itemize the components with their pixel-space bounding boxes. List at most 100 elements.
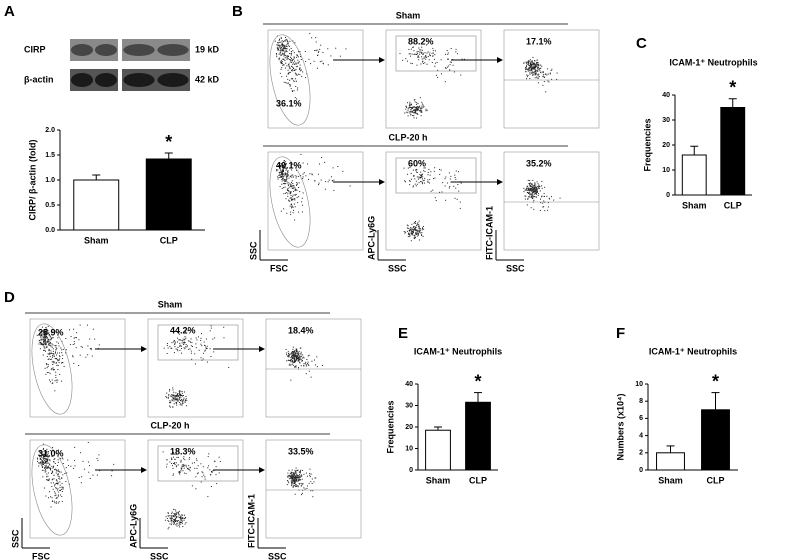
event-dot	[527, 198, 529, 200]
event-dot	[290, 52, 292, 54]
event-dot	[307, 361, 309, 363]
event-dot	[524, 195, 526, 197]
event-dot	[46, 451, 48, 453]
event-dot	[424, 177, 426, 179]
event-dot	[175, 399, 177, 401]
event-dot	[534, 190, 536, 192]
event-dot	[179, 394, 181, 396]
event-dot	[280, 210, 282, 212]
event-dot	[536, 76, 538, 78]
event-dot	[45, 344, 47, 346]
event-dot	[280, 61, 282, 63]
event-dot	[277, 162, 279, 164]
event-dot	[297, 485, 299, 487]
event-dot	[534, 187, 536, 189]
event-dot	[298, 357, 300, 359]
event-dot	[179, 470, 181, 472]
event-dot	[42, 476, 44, 478]
event-dot	[50, 369, 52, 371]
event-dot	[298, 358, 300, 360]
event-dot	[299, 478, 301, 480]
event-dot	[412, 111, 414, 113]
event-dot	[297, 61, 299, 63]
event-dot	[290, 47, 292, 49]
event-dot	[172, 474, 174, 476]
event-dot	[289, 197, 291, 199]
event-dot	[308, 364, 310, 366]
event-dot	[176, 399, 178, 401]
event-dot	[65, 467, 67, 469]
event-dot	[291, 474, 293, 476]
event-dot	[532, 67, 534, 69]
event-dot	[421, 49, 423, 51]
event-dot	[295, 486, 297, 488]
event-dot	[195, 488, 197, 490]
event-dot	[450, 181, 452, 183]
x-axis-label: SSC	[506, 263, 525, 273]
event-dot	[176, 465, 178, 467]
event-dot	[170, 520, 172, 522]
event-dot	[535, 69, 537, 71]
y-tick-label: 2	[639, 450, 643, 457]
event-dot	[55, 472, 57, 474]
event-dot	[44, 461, 46, 463]
event-dot	[172, 515, 174, 517]
event-dot	[44, 452, 46, 454]
event-dot	[181, 404, 183, 406]
gate-percent: 88.2%	[408, 36, 434, 46]
event-dot	[415, 232, 417, 234]
event-dot	[405, 231, 407, 233]
event-dot	[530, 66, 532, 68]
event-dot	[194, 462, 196, 464]
event-dot	[286, 212, 288, 214]
event-dot	[46, 466, 48, 468]
event-dot	[196, 467, 198, 469]
band-size: 42 kD	[195, 74, 220, 84]
event-dot	[294, 480, 296, 482]
event-dot	[49, 460, 51, 462]
event-dot	[423, 182, 425, 184]
event-dot	[289, 200, 291, 202]
event-dot	[204, 344, 206, 346]
event-dot	[427, 171, 429, 173]
event-dot	[529, 185, 531, 187]
event-dot	[533, 66, 535, 68]
event-dot	[65, 337, 67, 339]
event-dot	[455, 48, 457, 50]
event-dot	[535, 193, 537, 195]
x-axis-label: FSC	[32, 551, 51, 560]
y-tick-label: 40	[662, 92, 670, 99]
event-dot	[429, 174, 431, 176]
event-dot	[295, 358, 297, 360]
event-dot	[283, 46, 285, 48]
event-dot	[50, 496, 52, 498]
event-dot	[174, 518, 176, 520]
event-dot	[282, 176, 284, 178]
event-dot	[175, 401, 177, 403]
event-dot	[410, 103, 412, 105]
event-dot	[194, 353, 196, 355]
event-dot	[62, 358, 64, 360]
event-dot	[183, 467, 185, 469]
event-dot	[295, 479, 297, 481]
event-dot	[434, 54, 436, 56]
event-dot	[297, 65, 299, 67]
event-dot	[181, 514, 183, 516]
event-dot	[537, 75, 539, 77]
event-dot	[454, 176, 456, 178]
event-dot	[286, 352, 288, 354]
event-dot	[282, 42, 284, 44]
event-dot	[434, 65, 436, 67]
gate-percent: 18.3%	[170, 446, 196, 456]
annotation: *	[474, 371, 481, 391]
event-dot	[290, 88, 292, 90]
event-dot	[54, 463, 56, 465]
event-dot	[301, 359, 303, 361]
event-dot	[50, 467, 52, 469]
event-dot	[330, 55, 332, 57]
event-dot	[291, 354, 293, 356]
event-dot	[294, 353, 296, 355]
event-dot	[529, 68, 531, 70]
event-dot	[526, 65, 528, 67]
event-dot	[171, 520, 173, 522]
